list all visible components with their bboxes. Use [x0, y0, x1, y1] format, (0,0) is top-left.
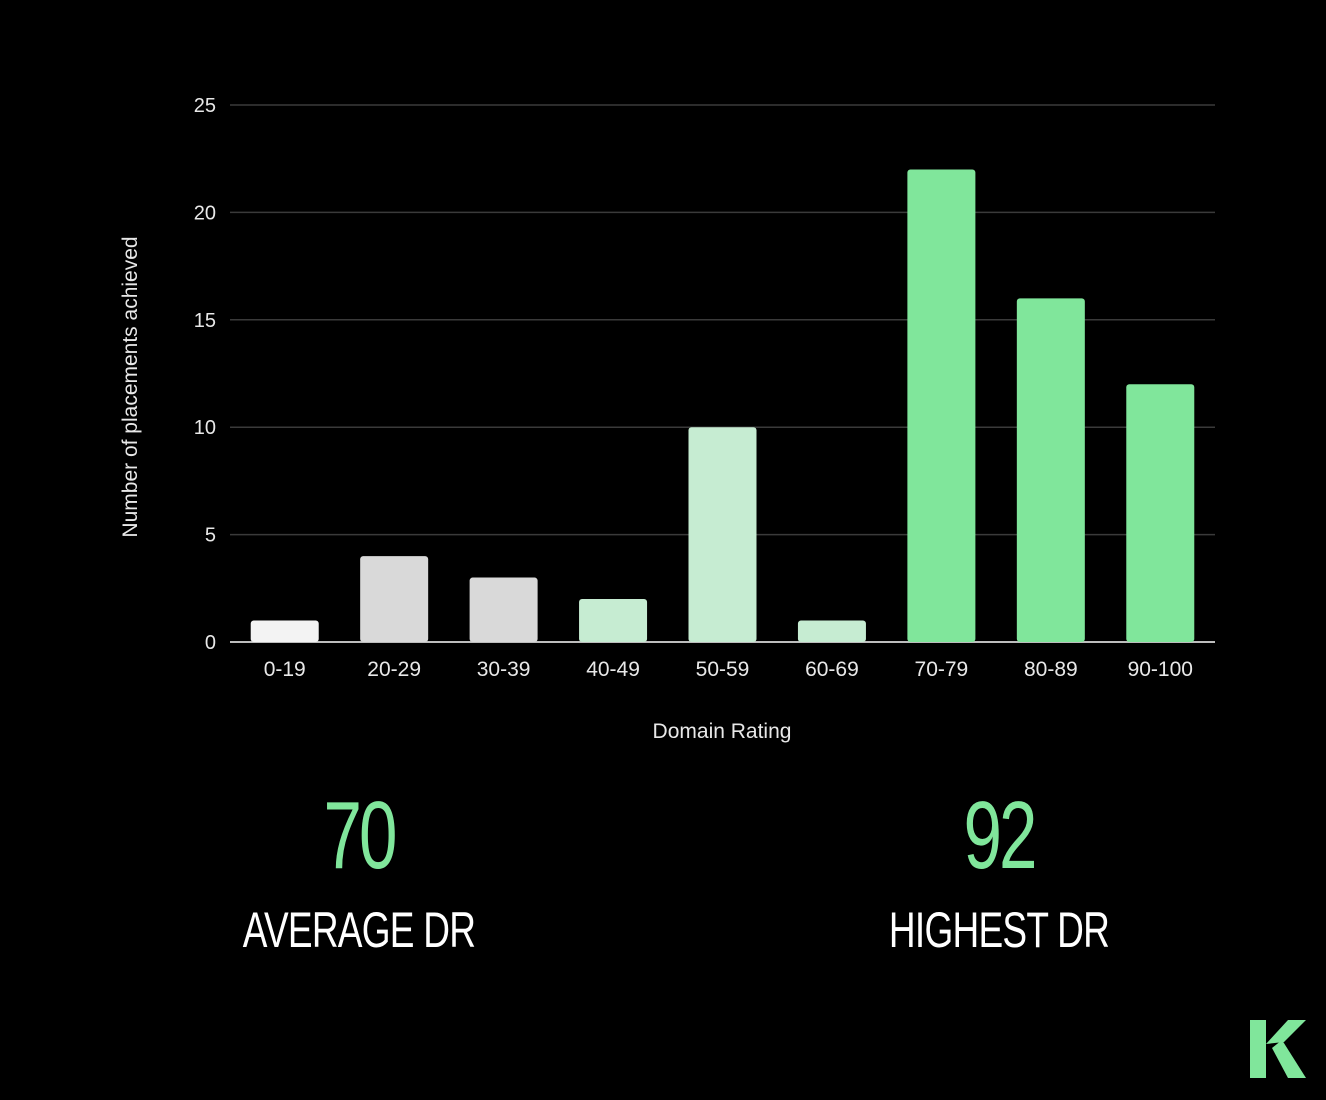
y-axis-ticks: 0 5 10 15 20 25 — [194, 95, 216, 654]
bar-20-29 — [360, 556, 429, 642]
x-tick-label: 70-79 — [915, 658, 969, 681]
x-axis-ticks: 0-19 20-29 30-39 40-49 50-59 60-69 70-79 80-89 9… — [264, 658, 1193, 681]
y-tick-label: 20 — [194, 202, 216, 224]
y-tick-label: 5 — [205, 525, 216, 547]
average-dr-label: AVERAGE DR — [242, 902, 476, 958]
k-logo-stem — [1250, 1020, 1266, 1078]
y-tick-label: 10 — [194, 417, 216, 439]
bars — [250, 169, 1195, 642]
x-tick-label: 20-29 — [367, 658, 421, 681]
average-dr-stat: 70 AVERAGE DR — [159, 782, 559, 959]
y-axis-title: Number of placements achieved — [119, 236, 142, 537]
bar-30-39 — [469, 577, 538, 642]
highest-dr-stat: 92 HIGHEST DR — [799, 782, 1199, 959]
x-tick-label: 80-89 — [1024, 658, 1078, 681]
bar-70-79 — [907, 169, 976, 642]
k-logo-arm — [1266, 1020, 1306, 1044]
bar-90-100 — [1126, 384, 1195, 642]
k-logo-leg — [1272, 1040, 1306, 1078]
bar-0-19 — [250, 620, 319, 642]
x-tick-label: 0-19 — [264, 658, 306, 681]
highest-dr-value: 92 — [963, 782, 1037, 889]
x-axis-title: Domain Rating — [653, 720, 792, 743]
highest-dr-label: HIGHEST DR — [888, 902, 1110, 958]
x-tick-label: 60-69 — [805, 658, 859, 681]
bar-60-69 — [797, 620, 866, 642]
x-tick-label: 30-39 — [477, 658, 531, 681]
bar-50-59 — [688, 427, 757, 642]
k-logo-icon — [1250, 1020, 1306, 1078]
y-tick-label: 25 — [194, 95, 216, 117]
bar-chart: 0 5 10 15 20 25 0-19 20-29 30-39 40-49 50-59 60-69… — [119, 95, 1215, 743]
y-tick-label: 0 — [205, 632, 216, 654]
bar-40-49 — [579, 599, 648, 642]
x-tick-label: 90-100 — [1128, 658, 1193, 681]
bar-80-89 — [1016, 298, 1085, 642]
average-dr-value: 70 — [323, 782, 397, 889]
x-tick-label: 40-49 — [586, 658, 640, 681]
y-tick-label: 15 — [194, 310, 216, 332]
x-tick-label: 50-59 — [696, 658, 750, 681]
